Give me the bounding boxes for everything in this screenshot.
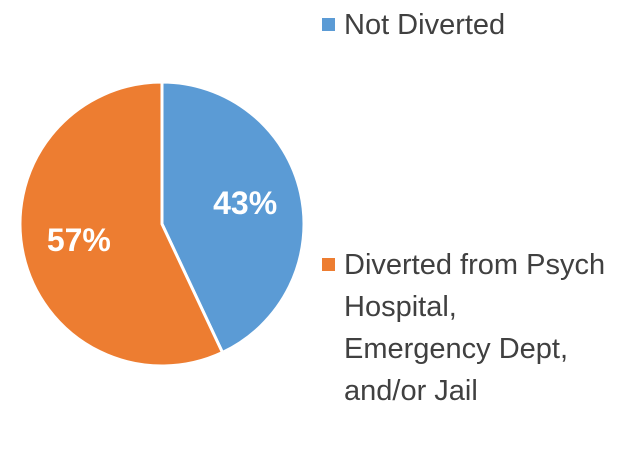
pie-slice — [160, 80, 306, 355]
legend-label: Not Diverted — [344, 9, 506, 41]
legend-swatch — [322, 258, 335, 271]
data-label: 57% — [47, 222, 111, 258]
legend-label: Diverted from Psych Hospital, Emergency … — [344, 249, 606, 407]
legend-item: Diverted from Psych Hospital, Emergency … — [322, 244, 606, 412]
legend-swatch — [322, 18, 335, 31]
legend-item: Not Diverted — [322, 4, 606, 46]
data-label: 43% — [213, 185, 277, 221]
pie-slice — [18, 80, 225, 368]
